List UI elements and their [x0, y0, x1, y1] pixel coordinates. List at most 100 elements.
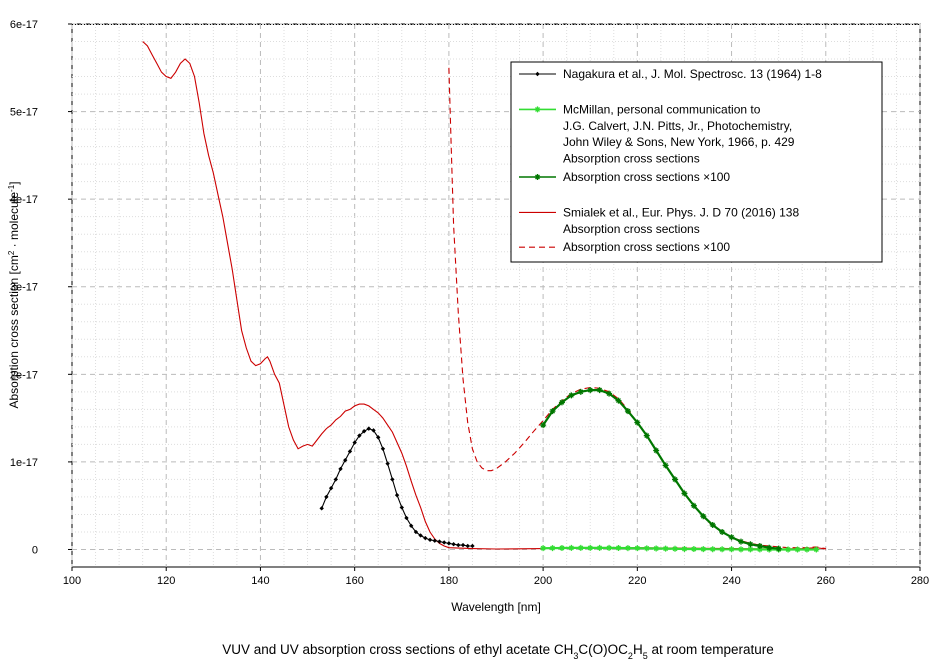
data-point [540, 545, 547, 552]
data-point [549, 408, 556, 415]
data-point [803, 546, 810, 553]
data-point [719, 528, 726, 535]
data-point [756, 546, 763, 553]
data-point [690, 546, 697, 553]
data-point [681, 490, 688, 497]
data-point [634, 545, 641, 552]
data-point [596, 387, 603, 394]
data-point [427, 537, 433, 543]
data-point [794, 546, 801, 553]
data-point [690, 502, 697, 509]
series-nagakura [319, 426, 475, 549]
x-tick-label: 120 [157, 575, 175, 587]
data-point [352, 440, 357, 445]
y-tick-label: 3e-17 [10, 282, 38, 294]
legend-label: Nagakura et al., J. Mol. Spectrosc. 13 (… [563, 67, 822, 81]
data-point [371, 428, 376, 433]
y-tick-label: 6e-17 [10, 19, 38, 31]
data-point [535, 71, 540, 77]
series-layer [142, 41, 826, 553]
y-tick-label: 4e-17 [10, 194, 38, 206]
y-tick-label: 2e-17 [10, 369, 38, 381]
data-point [662, 545, 669, 552]
y-axis-title: Absorption cross section [cm2 · molecule… [7, 181, 22, 408]
data-point [568, 392, 575, 399]
x-axis-title: Wavelength [nm] [451, 600, 541, 614]
data-point [549, 545, 556, 552]
data-point [343, 457, 348, 463]
data-point [534, 174, 541, 180]
x-tick-label: 200 [534, 575, 552, 587]
data-point [380, 446, 386, 451]
series-smialek [142, 41, 826, 550]
data-point [709, 546, 716, 553]
data-point [540, 422, 547, 429]
data-point [385, 461, 390, 466]
data-point [737, 538, 744, 545]
x-tick-label: 160 [345, 575, 363, 587]
data-point [728, 534, 735, 541]
data-point [376, 435, 381, 440]
data-point [615, 397, 622, 404]
data-point [456, 542, 461, 548]
legend-label: Absorption cross sections [563, 222, 700, 236]
data-point [596, 544, 603, 551]
data-point [460, 542, 466, 548]
series-mcmillan_x100 [540, 387, 782, 552]
data-point [653, 447, 660, 454]
data-point [347, 449, 353, 454]
data-point [775, 545, 782, 552]
data-point [534, 106, 541, 113]
data-point [747, 541, 754, 548]
data-point [681, 545, 688, 552]
data-point [615, 544, 622, 551]
data-point [399, 505, 404, 510]
data-point [737, 546, 744, 553]
data-point [390, 477, 395, 482]
data-point [662, 462, 669, 469]
x-tick-label: 240 [722, 575, 740, 587]
data-point [409, 523, 414, 529]
x-tick-label: 260 [817, 575, 835, 587]
data-point [333, 477, 339, 482]
data-point [577, 388, 584, 395]
legend-label: McMillan, personal communication to [563, 102, 761, 116]
data-point [470, 543, 475, 549]
legend-box [510, 61, 883, 263]
data-point [451, 542, 456, 547]
data-point [446, 541, 452, 546]
legend-label: Absorption cross sections ×100 [563, 170, 730, 184]
data-point [813, 546, 820, 553]
x-tick-label: 100 [63, 575, 81, 587]
data-point [418, 533, 423, 538]
x-tick-label: 220 [628, 575, 646, 587]
data-point [756, 542, 763, 549]
data-point [719, 546, 726, 553]
data-point [634, 419, 641, 426]
legend-label: Absorption cross sections ×100 [563, 240, 730, 254]
data-point [766, 544, 773, 551]
data-point [441, 540, 447, 545]
data-point [357, 433, 362, 438]
data-point [587, 387, 594, 394]
data-point [700, 513, 707, 520]
legend-label: John Wiley & Sons, New York, 1966, p. 42… [563, 135, 795, 149]
data-point [432, 538, 437, 543]
data-point [700, 546, 707, 553]
data-point [785, 546, 792, 553]
data-point [643, 545, 650, 552]
x-tick-label: 140 [251, 575, 269, 587]
data-point [587, 544, 594, 551]
data-point [404, 515, 409, 521]
data-point [413, 529, 419, 535]
data-point [558, 399, 565, 406]
data-point [366, 426, 371, 431]
data-point [577, 544, 584, 551]
y-tick-label: 1e-17 [10, 457, 38, 469]
data-point [338, 466, 343, 472]
axes: 100 120 140 160 180 200 220 240 260 280 0 1e-17 2e-1… [10, 19, 929, 587]
data-point [672, 545, 679, 552]
data-point [437, 539, 442, 544]
data-point [568, 544, 575, 551]
